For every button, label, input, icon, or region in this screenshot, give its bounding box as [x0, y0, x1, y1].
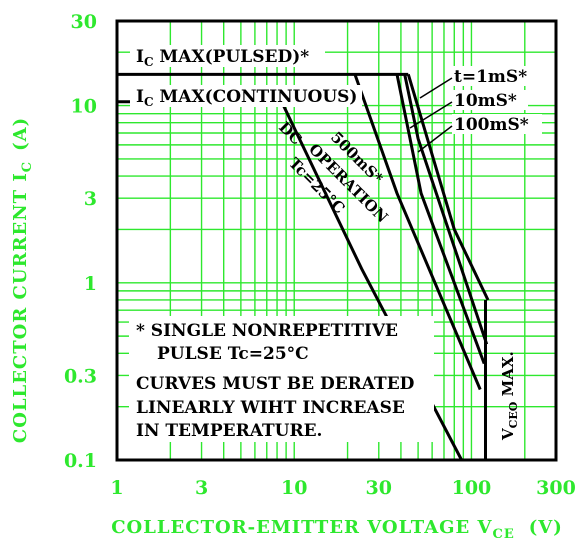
y-tick-label: 0.3 — [64, 365, 97, 387]
x-tick-label: 3 — [195, 477, 208, 499]
t100-label: 100mS* — [454, 115, 529, 135]
x-tick-label: 100 — [452, 477, 492, 499]
t100-leader — [417, 125, 453, 153]
tick-labels: 1 3 10 30 100 300 0.1 0.3 1 3 10 30 — [64, 11, 576, 499]
series-line — [395, 74, 486, 365]
x-tick-label: 1 — [110, 477, 123, 499]
plot-frame — [115, 19, 558, 462]
x-tick-label: 30 — [366, 477, 392, 499]
series-line — [353, 73, 482, 391]
vceo-label: VCEO MAX. — [499, 351, 520, 441]
t10-label-bg — [452, 90, 528, 110]
y-tick-label: 10 — [71, 96, 97, 118]
ic-cont-label-bg — [130, 85, 362, 107]
y-tick-label: 30 — [71, 11, 97, 33]
t1-label: t=1mS* — [454, 67, 527, 87]
x-axis-title: COLLECTOR-EMITTER VOLTAGE VCE (V) — [111, 517, 563, 542]
y-tick-label: 1 — [84, 273, 97, 295]
note-line-1: * SINGLE NONREPETITIVE — [136, 321, 398, 341]
t1-leader — [419, 77, 453, 99]
note-line-3: CURVES MUST BE DERATED — [136, 374, 415, 394]
x-tick-label: 300 — [536, 477, 576, 499]
note-box-bg — [129, 316, 434, 442]
y-axis-title: COLLECTOR CURRENT IC(A) — [10, 117, 35, 443]
note-line-4: LINEARLY WIHT INCREASE — [136, 398, 405, 418]
series-line — [406, 73, 490, 301]
ic-pulsed-label: IC MAX(PULSED)* — [136, 47, 309, 69]
ic-pulsed-label-bg — [130, 45, 325, 67]
note-line-2: PULSE Tc=25°C — [157, 344, 309, 364]
t100-label-bg — [452, 114, 542, 134]
t1-label-bg — [452, 66, 544, 86]
t10-leader — [409, 101, 453, 129]
y-tick-label: 3 — [84, 188, 97, 210]
x-tick-label: 10 — [281, 477, 307, 499]
ic-cont-label: IC MAX(CONTINUOUS) — [136, 87, 357, 109]
series-line — [403, 73, 489, 345]
y-tick-label: 0.1 — [64, 450, 97, 472]
note-line-5: IN TEMPERATURE. — [136, 421, 322, 441]
annotations: IC MAX(PULSED)* IC MAX(CONTINUOUS) t=1mS… — [129, 45, 544, 442]
t10-label: 10mS* — [454, 91, 517, 111]
